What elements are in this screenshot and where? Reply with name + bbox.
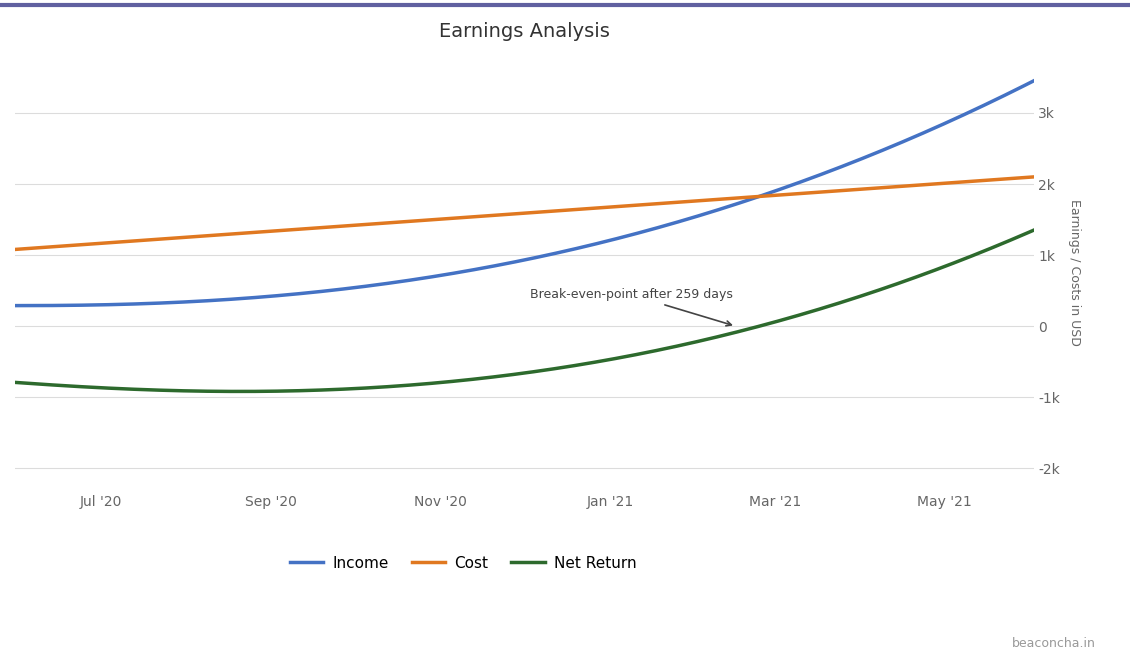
Cost — [270, 227, 284, 235]
Net Return — [690, 338, 704, 346]
Net Return — [189, 387, 202, 395]
Cost — [189, 232, 202, 240]
Net Return — [471, 375, 485, 383]
Line: Income: Income — [15, 81, 1034, 306]
Cost — [688, 197, 702, 205]
Legend: Income, Cost, Net Return: Income, Cost, Net Return — [284, 549, 643, 577]
Net Return — [776, 315, 790, 323]
Income — [1027, 77, 1041, 85]
Income — [8, 302, 21, 310]
Cost — [1027, 173, 1041, 181]
Net Return — [1027, 226, 1041, 234]
Net Return — [610, 354, 624, 362]
Text: beaconcha.in: beaconcha.in — [1012, 637, 1096, 650]
Title: Earnings Analysis: Earnings Analysis — [438, 22, 610, 41]
Income — [608, 235, 622, 243]
Income — [775, 185, 789, 193]
Line: Net Return: Net Return — [15, 230, 1034, 391]
Net Return — [272, 387, 286, 395]
Cost — [608, 203, 622, 211]
Line: Cost: Cost — [15, 177, 1034, 249]
Income — [469, 265, 483, 273]
Net Return — [8, 378, 21, 386]
Cost — [775, 191, 789, 199]
Y-axis label: Earnings / Costs in USD: Earnings / Costs in USD — [1068, 199, 1081, 346]
Net Return — [233, 387, 246, 395]
Income — [688, 213, 702, 221]
Cost — [8, 246, 21, 253]
Cost — [469, 213, 483, 220]
Income — [270, 292, 284, 300]
Text: Break-even-point after 259 days: Break-even-point after 259 days — [530, 288, 732, 326]
Income — [189, 298, 202, 306]
